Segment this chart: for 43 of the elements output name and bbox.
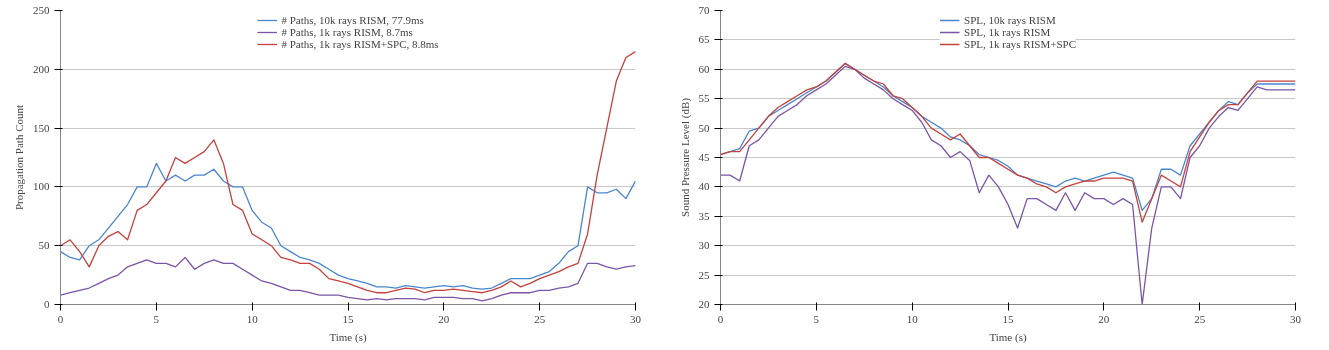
- x-tick-label: 15: [342, 312, 354, 325]
- y-tick-label: 25: [698, 268, 710, 281]
- y-tick-label: 50: [698, 121, 710, 134]
- y-tick-label: 0: [44, 298, 50, 310]
- x-tick-label: 20: [1098, 312, 1110, 325]
- y-tick-label: 250: [33, 4, 50, 16]
- legend-label: SPL, 10k rays RISM: [964, 14, 1056, 26]
- legend-label: # Paths, 10k rays RISM, 77.9ms: [281, 14, 424, 26]
- x-tick-label: 25: [1194, 312, 1206, 325]
- y-tick-label: 55: [698, 92, 710, 105]
- x-axis-title: Time (s): [329, 330, 367, 344]
- y-tick-label: 45: [698, 151, 710, 163]
- y-tick-label: 150: [33, 121, 50, 134]
- y-tick-label: 100: [33, 180, 50, 193]
- y-tick-label: 60: [698, 62, 710, 75]
- x-tick-label: 10: [906, 312, 919, 325]
- legend-label: # Paths, 1k rays RISM, 8.7ms: [281, 26, 413, 38]
- line-series: [60, 162, 636, 290]
- y-tick-label: 40: [698, 180, 710, 193]
- legend-label: SPL, 1k rays RISM: [964, 26, 1051, 38]
- x-tick-label: 10: [246, 312, 259, 325]
- y-tick-label: 50: [38, 239, 50, 252]
- x-tick-label: 30: [630, 312, 642, 325]
- x-tick-label: 20: [438, 312, 450, 325]
- y-tick-label: 20: [698, 298, 710, 310]
- x-tick-label: 25: [534, 312, 546, 325]
- y-tick-label: 70: [698, 4, 710, 16]
- y-tick-label: 200: [33, 62, 50, 75]
- legend-label: # Paths, 1k rays RISM+SPC, 8.8ms: [281, 38, 439, 50]
- y-axis-title: Propagation Path Count: [13, 104, 25, 211]
- x-tick-label: 5: [813, 312, 820, 325]
- x-axis-title: Time (s): [989, 330, 1027, 344]
- y-tick-label: 30: [698, 239, 710, 252]
- legend-label: SPL, 1k rays RISM+SPC: [964, 38, 1076, 50]
- x-tick-label: 30: [1290, 312, 1302, 325]
- x-tick-label: 15: [1002, 312, 1014, 325]
- y-axis-title: Sound Pressure Level (dB): [678, 97, 692, 217]
- x-tick-label: 0: [57, 312, 64, 325]
- y-tick-label: 35: [698, 209, 710, 222]
- x-tick-label: 5: [153, 312, 160, 325]
- y-tick-label: 65: [698, 33, 710, 46]
- x-tick-label: 0: [717, 312, 724, 325]
- line-series: [60, 51, 636, 294]
